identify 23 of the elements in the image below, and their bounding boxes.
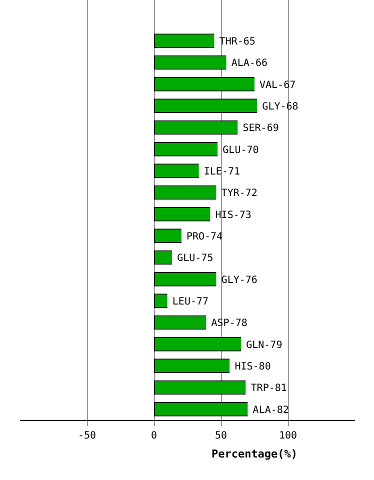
y-tick-label: GLU-75 (177, 253, 214, 264)
y-tick-label: VAL-67 (260, 80, 296, 91)
y-tick-label: ASP-78 (211, 318, 248, 330)
y-tick-label: GLY-68 (262, 101, 298, 112)
y-tick-label: GLN-79 (246, 340, 282, 351)
y-tick-label: GLU-70 (222, 144, 259, 156)
x-tick-label: -50 (78, 430, 96, 442)
y-tick-label: TRP-81 (250, 383, 287, 394)
x-tick-label: 50 (214, 430, 228, 442)
y-tick-label: ALA-82 (252, 404, 289, 416)
y-tick-label: HIS-80 (234, 361, 271, 372)
y-tick-label: THR-65 (219, 36, 256, 48)
y-tick-label: SER-69 (242, 123, 279, 134)
y-tick-label: ALA-66 (231, 58, 268, 70)
x-tick-label: 100 (278, 430, 298, 442)
y-tick-label: ILE-71 (204, 166, 240, 178)
x-axis-title: Percentage(%) (211, 447, 298, 460)
y-tick-label: TYR-72 (221, 188, 258, 200)
y-tick-label: HIS-73 (215, 210, 252, 221)
y-tick-label: LEU-77 (172, 296, 209, 308)
y-tick-label: PRO-74 (186, 231, 223, 242)
y-tick-label: GLY-76 (221, 274, 258, 286)
x-tick-label: 0 (150, 430, 158, 442)
